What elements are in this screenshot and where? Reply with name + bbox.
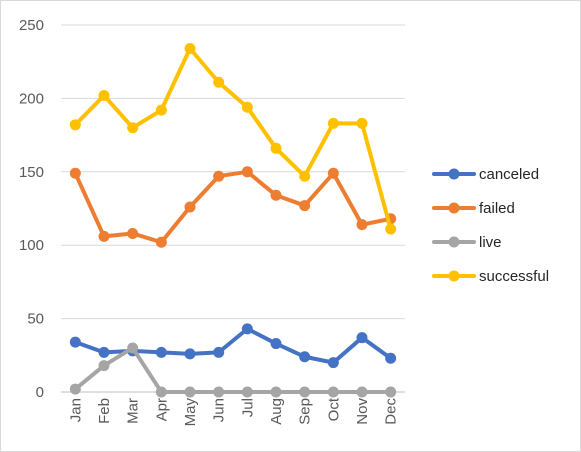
data-point-canceled [184,348,196,360]
x-tick-label: Oct [325,397,342,421]
data-point-successful [270,142,282,154]
x-tick-label: Jan [67,398,84,422]
data-point-failed [299,200,311,212]
legend-marker-failed [448,202,460,214]
y-tick-label: 0 [36,384,44,401]
series-line-successful [73,46,393,232]
data-point-live [356,386,368,398]
x-tick-label: Jul [239,398,256,417]
x-tick-label: Apr [153,398,170,421]
x-tick-label: May [182,398,199,427]
data-point-live [270,386,282,398]
data-point-successful [241,101,253,113]
data-point-failed [270,189,282,201]
legend-marker-successful [448,270,460,282]
data-point-canceled [155,346,167,358]
data-point-live [241,386,253,398]
series-group [69,42,397,398]
y-tick-label: 150 [19,164,44,181]
data-point-successful [385,223,397,235]
x-tick-label: Dec [383,398,400,425]
data-point-successful [327,117,339,129]
y-tick-label: 100 [19,237,44,254]
x-axis: Jan Feb Mar Apr May Jun Jul Aug Sep Oct Nov Dec [67,397,399,426]
y-tick-label: 200 [19,90,44,107]
x-tick-label: Jun [211,398,228,422]
data-point-failed [184,201,196,213]
x-tick-label: Mar [125,398,142,424]
data-point-live [127,342,139,354]
x-tick-label: Nov [354,398,371,425]
data-point-canceled [69,336,81,348]
data-point-successful [299,170,311,182]
data-point-successful [184,42,196,54]
data-point-live [69,383,81,395]
data-point-failed [356,219,368,231]
data-point-failed [241,166,253,178]
data-point-canceled [356,332,368,344]
data-point-live [213,386,225,398]
legend-marker-canceled [448,168,460,180]
data-point-failed [213,170,225,182]
x-tick-label: Aug [268,398,285,425]
series-line-failed [73,169,393,245]
legend: canceled failed live successful [432,166,549,285]
data-point-failed [155,236,167,248]
x-tick-label: Sep [297,398,314,425]
y-tick-label: 250 [19,17,44,34]
data-point-canceled [270,338,282,350]
data-point-canceled [241,323,253,335]
data-point-successful [213,76,225,88]
data-point-failed [327,167,339,179]
data-point-live [98,360,110,372]
data-point-canceled [299,351,311,363]
series-line-canceled [73,326,393,365]
x-tick-label: Feb [96,398,113,424]
data-point-live [385,386,397,398]
legend-marker-live [448,236,460,248]
data-point-live [327,386,339,398]
data-point-successful [69,119,81,131]
legend-label-failed: failed [479,200,515,217]
data-point-canceled [385,352,397,364]
legend-label-live: live [479,234,502,251]
data-point-live [155,386,167,398]
data-point-live [299,386,311,398]
y-tick-label: 50 [27,311,44,328]
data-point-successful [356,117,368,129]
data-point-canceled [98,346,110,358]
data-point-successful [155,104,167,116]
data-point-live [184,386,196,398]
data-point-failed [98,230,110,242]
data-point-successful [98,89,110,101]
data-point-failed [69,167,81,179]
data-point-canceled [327,357,339,369]
legend-label-canceled: canceled [479,166,539,183]
legend-label-successful: successful [479,268,549,285]
data-point-canceled [213,346,225,358]
y-axis: 0 50 100 150 200 250 [19,17,44,401]
data-point-failed [127,227,139,239]
data-point-successful [127,122,139,134]
